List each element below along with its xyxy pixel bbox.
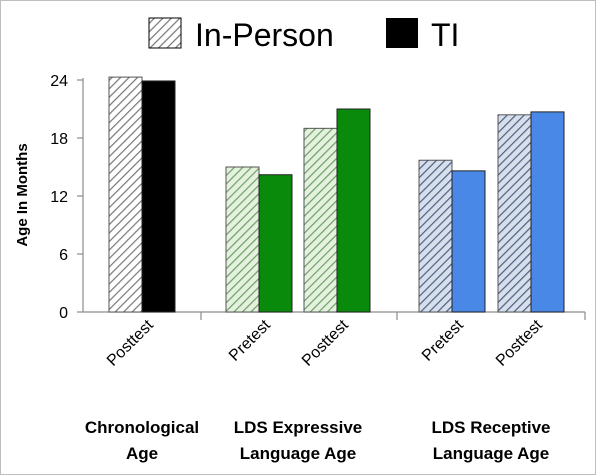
group-label: LDS Expressive bbox=[234, 418, 363, 437]
y-tick-label: 6 bbox=[59, 247, 68, 264]
bar-ti bbox=[336, 108, 371, 313]
bar-ti bbox=[141, 80, 176, 313]
x-tick-label: Posttest bbox=[493, 316, 546, 369]
bars bbox=[108, 76, 565, 313]
group-label: Language Age bbox=[433, 444, 550, 463]
legend-swatch-in-person bbox=[148, 17, 182, 49]
bar-ti bbox=[258, 174, 293, 313]
y-tick-label: 24 bbox=[50, 73, 68, 90]
group-label: Language Age bbox=[240, 444, 357, 463]
x-ticks: Posttest Pretest Posttest Pretest Posttest bbox=[104, 316, 546, 369]
y-tick-label: 12 bbox=[50, 189, 68, 206]
legend-label-ti: TI bbox=[431, 17, 459, 53]
x-tick-label: Pretest bbox=[226, 316, 274, 364]
legend-label-in-person: In-Person bbox=[195, 17, 334, 53]
bar-ti bbox=[530, 111, 565, 313]
bar-in-person bbox=[418, 159, 453, 313]
x-tick-label: Posttest bbox=[104, 316, 157, 369]
bar-ti bbox=[451, 170, 486, 313]
y-ticks: 0 6 12 18 24 bbox=[50, 73, 83, 322]
group-label: LDS Receptive bbox=[431, 418, 550, 437]
bar-in-person bbox=[497, 114, 532, 313]
group-labels: Chronological Age LDS Expressive Language A… bbox=[85, 418, 551, 463]
y-tick-label: 18 bbox=[50, 131, 68, 148]
bar-in-person bbox=[225, 166, 260, 313]
group-label: Chronological bbox=[85, 418, 199, 437]
legend-swatch-ti bbox=[386, 18, 418, 48]
x-tick-label: Pretest bbox=[419, 316, 467, 364]
x-tick-label: Posttest bbox=[299, 316, 352, 369]
bar-in-person bbox=[108, 76, 143, 313]
legend: In-Person TI bbox=[148, 17, 459, 53]
y-axis-title: Age In Months bbox=[14, 143, 31, 246]
bar-in-person bbox=[303, 127, 338, 313]
group-label: Age bbox=[126, 444, 158, 463]
y-tick-label: 0 bbox=[59, 305, 68, 322]
